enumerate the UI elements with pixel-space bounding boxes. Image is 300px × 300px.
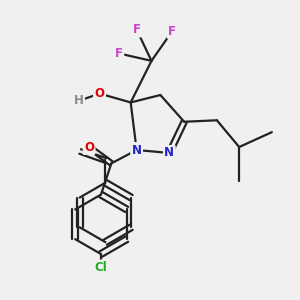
Text: O: O: [84, 140, 94, 154]
Text: F: F: [133, 23, 141, 36]
Text: N: N: [132, 143, 142, 157]
Text: F: F: [115, 47, 123, 60]
Text: H: H: [74, 94, 84, 107]
Text: O: O: [94, 87, 104, 100]
Text: O: O: [94, 87, 104, 100]
Text: N: N: [164, 146, 174, 160]
Text: F: F: [168, 25, 176, 38]
Text: Cl: Cl: [94, 261, 107, 274]
